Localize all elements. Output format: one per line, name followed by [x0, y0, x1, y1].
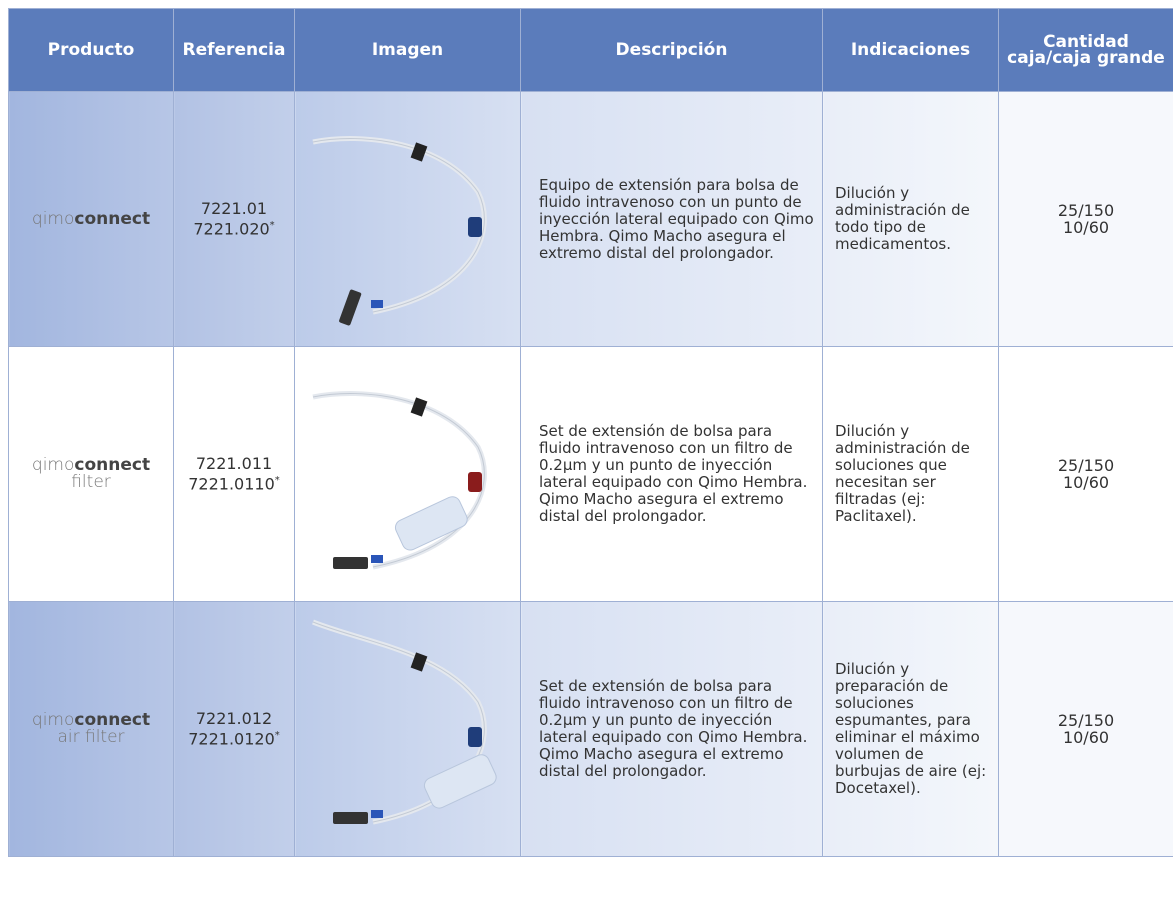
- product-image: [311, 619, 497, 825]
- quantity: 10/60: [1062, 728, 1110, 747]
- description-cell: Set de extensión de bolsa para fluido in…: [520, 346, 823, 602]
- reference-code: 7221.020: [193, 219, 270, 239]
- description: Qimo Macho asegura el extremo distal del…: [539, 745, 784, 780]
- product-image: [312, 391, 487, 570]
- quantity-cell: 25/150 10/60: [998, 91, 1173, 347]
- reference: 7221.0120*: [175, 727, 293, 747]
- reference-code: 7221.012: [195, 709, 273, 729]
- product-cell: qimoconnect: [8, 91, 174, 347]
- column-header: Producto: [8, 8, 174, 92]
- quantity: 25/150: [1057, 456, 1115, 475]
- quantity: 25/150: [1057, 711, 1115, 730]
- image-cell: [294, 346, 521, 602]
- image-cell: [294, 601, 521, 857]
- image-cell: [294, 91, 521, 347]
- product-brand: connect: [74, 455, 151, 475]
- reference-note: *: [274, 730, 280, 742]
- description: Equipo de extensión para bolsa de fluido…: [539, 175, 814, 262]
- reference-note: *: [269, 220, 275, 232]
- table-body: qimoconnect 7221.01 7221.020* Equipo de ex…: [8, 91, 1173, 857]
- indications: Dilución y administración de todo tipo d…: [835, 184, 970, 253]
- reference: 7221.020*: [175, 217, 293, 237]
- table-row: qimoconnect air filter 7221.012 7221.0120* …: [8, 601, 1173, 857]
- product-prefix: qimo: [31, 208, 75, 229]
- quantity-cell: 25/150 10/60: [998, 601, 1173, 857]
- description: Set de extensión de bolsa para fluido in…: [539, 422, 808, 491]
- product-prefix: qimo: [31, 710, 75, 730]
- quantity: 25/150: [1057, 201, 1115, 220]
- reference: 7221.0110*: [175, 472, 293, 492]
- product-prefix: qimo: [31, 455, 75, 475]
- quantity-cell: 25/150 10/60: [998, 346, 1173, 602]
- quantity: 10/60: [1062, 473, 1110, 492]
- indications-cell: Dilución y administración de todo tipo d…: [822, 91, 999, 347]
- column-header: Imagen: [294, 8, 521, 92]
- product-cell: qimoconnect air filter: [8, 601, 174, 857]
- description-cell: Equipo de extensión para bolsa de fluido…: [520, 91, 823, 347]
- product-name: qimoconnect: [10, 712, 172, 729]
- reference: 7221.011: [175, 455, 293, 472]
- product-variant: filter: [71, 472, 111, 492]
- product-variant: air filter: [57, 727, 125, 747]
- column-header: Indicaciones: [822, 8, 999, 92]
- product-name: qimoconnect: [10, 208, 172, 229]
- table-row: qimoconnect 7221.01 7221.020* Equipo de ex…: [8, 91, 1173, 347]
- reference-code: 7221.01: [200, 199, 268, 219]
- indications: Dilución y administración de soluciones …: [835, 422, 970, 525]
- description: Qimo Macho asegura el extremo distal del…: [539, 490, 784, 525]
- product-brand: connect: [74, 710, 151, 730]
- column-header: Descripción: [520, 8, 823, 92]
- reference-cell: 7221.01 7221.020*: [173, 91, 295, 347]
- description-cell: Set de extensión de bolsa para fluido in…: [520, 601, 823, 857]
- column-header: Cantidad caja/caja grande: [998, 8, 1173, 92]
- table-row: qimoconnect filter 7221.011 7221.0110* Set …: [8, 346, 1173, 602]
- reference-code: 7221.011: [195, 454, 273, 474]
- column-header: Referencia: [173, 8, 295, 92]
- reference-code: 7221.0110: [188, 474, 275, 494]
- product-table: Producto Referencia Imagen Descripción Indic…: [8, 8, 1173, 857]
- reference-cell: 7221.011 7221.0110*: [173, 346, 295, 602]
- product-name: qimoconnect: [10, 457, 172, 474]
- quantity: 10/60: [1062, 218, 1110, 237]
- product-image: [312, 136, 487, 326]
- reference-code: 7221.0120: [188, 729, 275, 749]
- reference-cell: 7221.012 7221.0120*: [173, 601, 295, 857]
- reference-note: *: [274, 475, 280, 487]
- indications-cell: Dilución y preparación de soluciones esp…: [822, 601, 999, 857]
- product-brand: connect: [74, 208, 151, 229]
- header-row: Producto Referencia Imagen Descripción Indic…: [8, 8, 1173, 92]
- indications-cell: Dilución y administración de soluciones …: [822, 346, 999, 602]
- reference: 7221.012: [175, 710, 293, 727]
- reference: 7221.01: [175, 200, 293, 217]
- product-cell: qimoconnect filter: [8, 346, 174, 602]
- indications: Dilución y preparación de soluciones esp…: [835, 660, 987, 797]
- description: Set de extensión de bolsa para fluido in…: [539, 677, 808, 746]
